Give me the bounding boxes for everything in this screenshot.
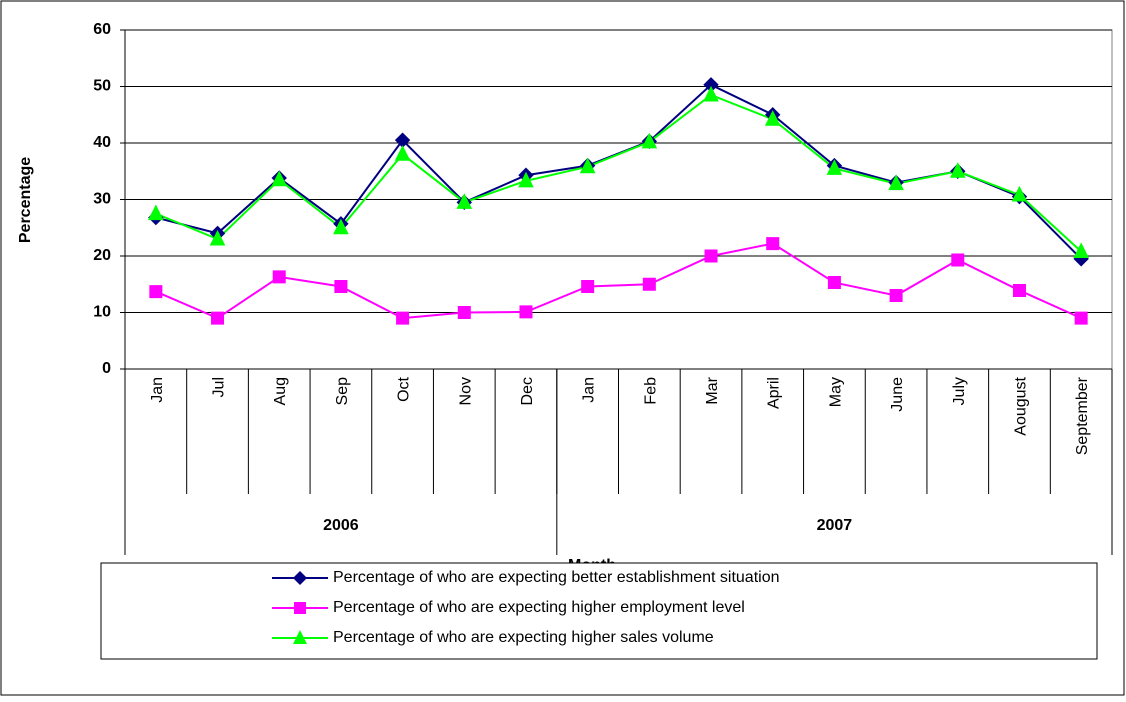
series-line (155, 242, 1082, 320)
x-tick-label: Jan (149, 377, 166, 403)
marker (456, 193, 473, 209)
marker (148, 204, 164, 221)
marker (149, 285, 163, 299)
legend-marker (293, 571, 307, 585)
x-tick-label: Feb (642, 377, 659, 405)
x-tick-label: Oct (396, 376, 413, 401)
marker (1011, 185, 1028, 202)
marker (703, 85, 719, 102)
marker (518, 171, 534, 188)
marker (271, 170, 288, 187)
marker (581, 280, 595, 294)
y-tick-label: 60 (93, 21, 111, 38)
x-tick-label: July (951, 377, 968, 405)
y-tick-label: 40 (93, 134, 111, 151)
marker (949, 162, 966, 178)
marker (641, 132, 658, 149)
legend-marker (294, 602, 306, 614)
marker (642, 277, 656, 291)
x-tick-label: Aougust (1012, 376, 1029, 435)
x-tick-label: June (889, 377, 906, 412)
x-tick-label: Nov (457, 377, 474, 405)
marker (827, 276, 841, 290)
x-tick-label: Mar (704, 376, 721, 404)
marker (579, 157, 596, 174)
x-tick-label: Jan (581, 377, 598, 403)
marker (951, 253, 965, 267)
marker (272, 270, 286, 284)
series-line (155, 93, 1082, 253)
y-axis-title: Percentage (17, 157, 34, 243)
marker (889, 289, 903, 303)
y-tick-label: 30 (93, 191, 111, 208)
x-tick-label: Dec (519, 377, 536, 405)
marker (1074, 311, 1088, 325)
marker (394, 145, 411, 161)
marker (457, 306, 471, 319)
legend-label: Percentage of who are expecting higher e… (333, 599, 745, 616)
x-tick-label: Sep (334, 377, 351, 406)
marker (704, 249, 718, 263)
group-label: 2006 (323, 517, 359, 534)
marker (1073, 242, 1089, 258)
marker (766, 237, 780, 251)
marker (888, 174, 904, 191)
legend-label: Percentage of who are expecting better e… (333, 569, 780, 586)
legend-label: Percentage of who are expecting higher s… (333, 629, 714, 646)
x-tick-label: Aug (272, 377, 289, 405)
marker (764, 110, 781, 126)
x-tick-label: Jul (211, 377, 228, 397)
marker (209, 229, 226, 246)
marker (334, 280, 348, 294)
y-tick-label: 10 (93, 304, 111, 321)
group-label: 2007 (817, 517, 853, 534)
y-tick-label: 50 (93, 78, 111, 95)
marker (333, 218, 349, 235)
y-tick-label: 0 (102, 360, 111, 377)
x-tick-label: September (1074, 376, 1091, 455)
y-tick-label: 20 (93, 247, 111, 264)
x-tick-label: May (827, 377, 844, 407)
marker (1012, 283, 1026, 297)
x-tick-label: April (766, 377, 783, 409)
marker (519, 305, 533, 319)
legend-marker (293, 630, 307, 644)
marker (211, 311, 225, 325)
marker (396, 311, 410, 325)
marker (826, 159, 843, 175)
legend-box (100, 562, 1098, 660)
